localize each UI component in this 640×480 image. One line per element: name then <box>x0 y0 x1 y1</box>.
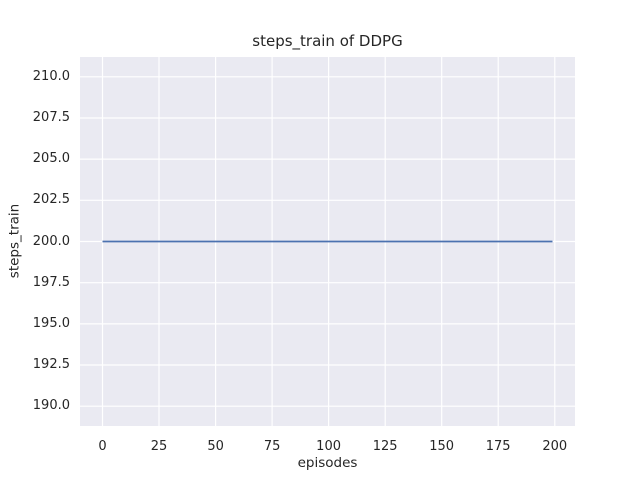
plot-area <box>80 57 575 426</box>
x-tick-label: 100 <box>316 439 341 454</box>
x-tick-label: 50 <box>207 439 224 454</box>
x-axis-label: episodes <box>297 455 358 471</box>
x-tick-label: 0 <box>98 439 107 454</box>
chart-title: steps_train of DDPG <box>252 32 403 50</box>
y-tick-label: 210.0 <box>32 68 70 84</box>
y-tick-label: 200.0 <box>32 233 70 249</box>
y-tick-label: 195.0 <box>32 315 70 331</box>
x-tick-label: 25 <box>150 439 168 454</box>
plot-svg <box>80 57 575 426</box>
y-tick-label: 192.5 <box>32 357 70 372</box>
x-tick-label: 175 <box>485 439 511 454</box>
x-tick-label: 125 <box>372 439 398 454</box>
x-tick-label: 200 <box>542 439 568 454</box>
y-tick-label: 207.5 <box>32 110 70 125</box>
y-tick-label: 190.0 <box>32 398 70 414</box>
y-tick-label: 197.5 <box>32 274 70 290</box>
x-tick-label: 75 <box>263 439 281 454</box>
x-tick-label: 150 <box>429 439 455 454</box>
y-tick-label: 205.0 <box>32 151 70 167</box>
y-tick-label: 202.5 <box>32 192 70 208</box>
